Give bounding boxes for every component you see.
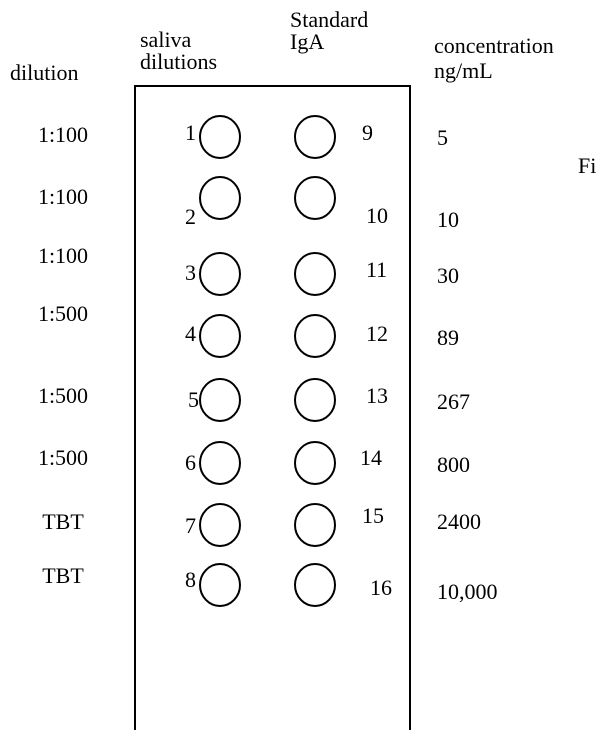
well — [199, 314, 241, 358]
dilution-label: TBT — [42, 563, 84, 588]
header-concentration: ng/mL — [434, 58, 493, 83]
well — [199, 378, 241, 422]
well — [294, 503, 336, 547]
well-number: 14 — [360, 445, 382, 470]
well-number: 4 — [185, 321, 196, 346]
concentration-value: 267 — [437, 389, 470, 414]
well — [294, 314, 336, 358]
header-standard: Standard — [290, 7, 368, 32]
header-standard: IgA — [290, 29, 324, 54]
well — [199, 176, 241, 220]
well-number: 5 — [188, 387, 199, 412]
dilution-label: 1:100 — [38, 184, 88, 209]
well-number: 1 — [185, 120, 196, 145]
well-number: 15 — [362, 503, 384, 528]
well — [294, 378, 336, 422]
well-number: 11 — [366, 257, 387, 282]
header-dilution: dilution — [10, 60, 78, 85]
well — [199, 503, 241, 547]
well — [199, 252, 241, 296]
well — [199, 563, 241, 607]
well-number: 2 — [185, 204, 196, 229]
concentration-value: 800 — [437, 452, 470, 477]
well — [199, 441, 241, 485]
header-saliva: dilutions — [140, 49, 217, 74]
plate-frame — [134, 85, 411, 730]
concentration-value: 89 — [437, 325, 459, 350]
well-number: 9 — [362, 120, 373, 145]
well-number: 10 — [366, 203, 388, 228]
well-number: 13 — [366, 383, 388, 408]
concentration-value: 30 — [437, 263, 459, 288]
dilution-label: 1:500 — [38, 445, 88, 470]
well — [294, 176, 336, 220]
dilution-label: 1:500 — [38, 301, 88, 326]
well-number: 16 — [370, 575, 392, 600]
dilution-label: 1:500 — [38, 383, 88, 408]
well — [294, 441, 336, 485]
well-number: 7 — [185, 513, 196, 538]
well-number: 3 — [185, 260, 196, 285]
well-number: 12 — [366, 321, 388, 346]
concentration-value: 5 — [437, 125, 448, 150]
well — [294, 115, 336, 159]
well-number: 6 — [185, 450, 196, 475]
concentration-value: 10 — [437, 207, 459, 232]
concentration-value: 10,000 — [437, 579, 498, 604]
dilution-label: 1:100 — [38, 243, 88, 268]
well — [199, 115, 241, 159]
header-saliva: saliva — [140, 27, 192, 52]
well — [294, 252, 336, 296]
concentration-value: 2400 — [437, 509, 481, 534]
well — [294, 563, 336, 607]
dilution-label: 1:100 — [38, 122, 88, 147]
dilution-label: TBT — [42, 509, 84, 534]
header-concentration: concentration — [434, 33, 554, 58]
side-text: Fi — [578, 153, 596, 178]
well-number: 8 — [185, 567, 196, 592]
